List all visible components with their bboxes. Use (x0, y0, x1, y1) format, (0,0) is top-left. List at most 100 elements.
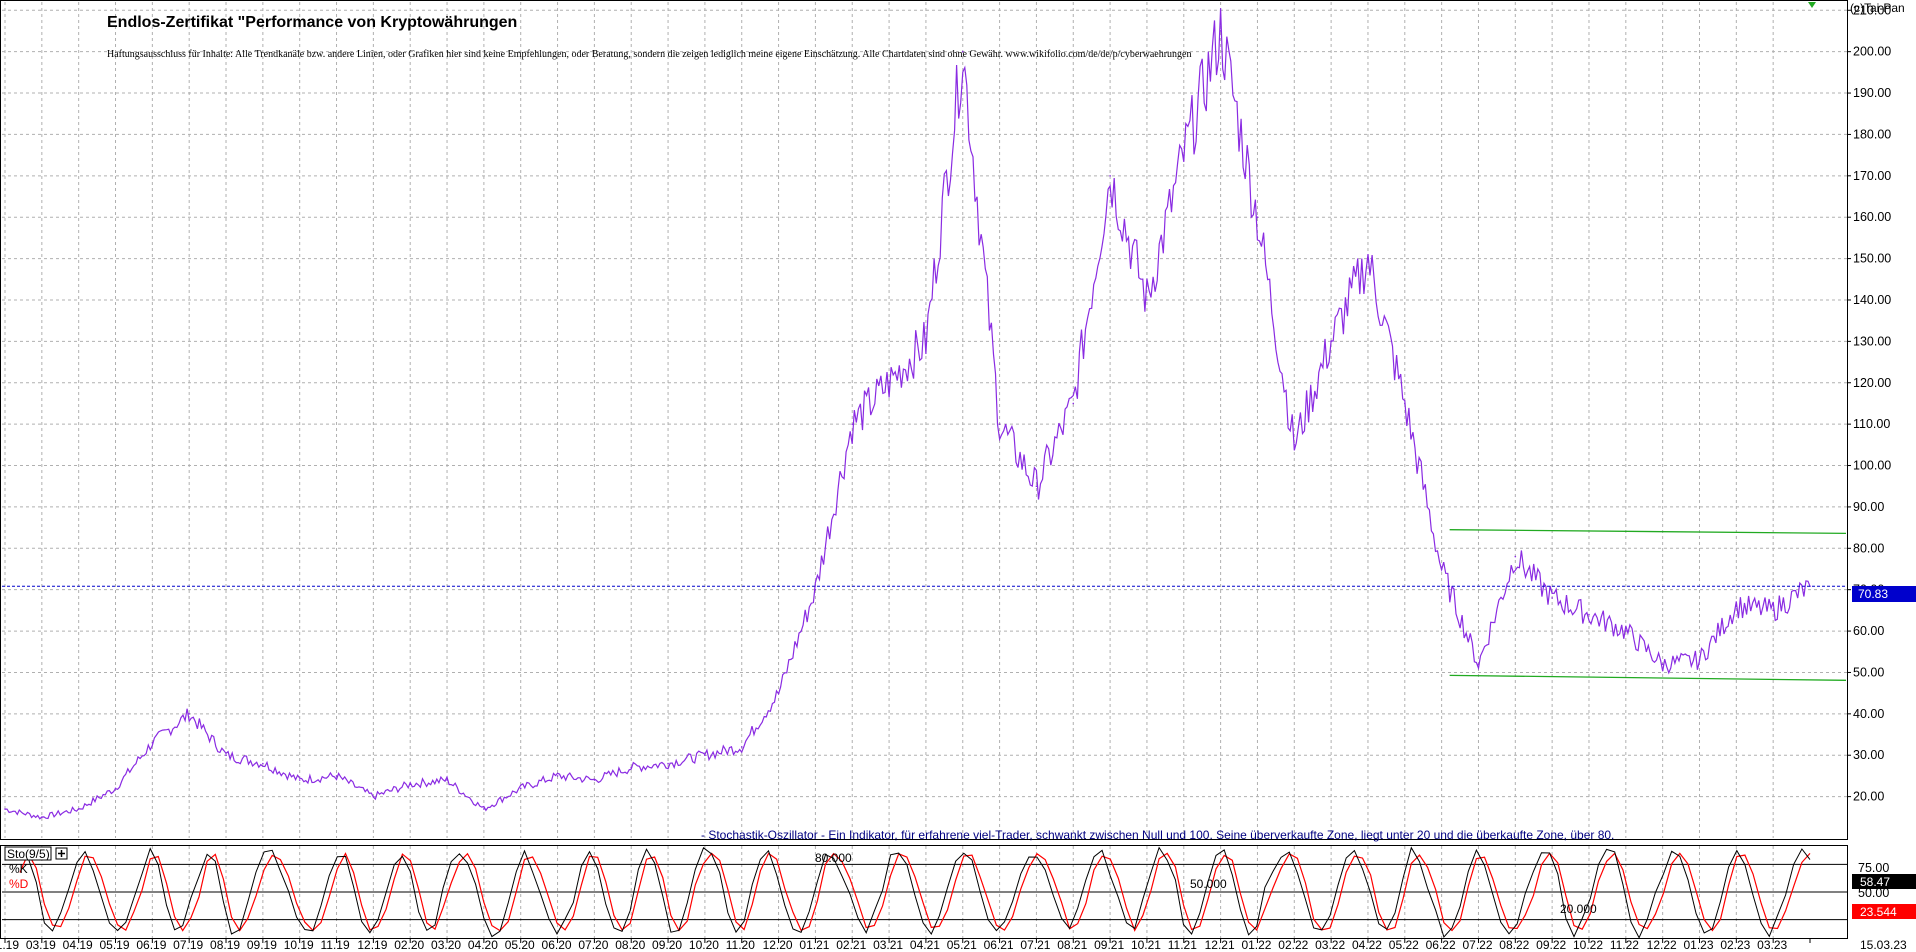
x-tick-label: 03.23 (1757, 938, 1787, 952)
price-point (1698, 659, 1701, 661)
indicator-panel-frame (0, 845, 1848, 939)
k-value-text: 58.47 (1860, 875, 1890, 889)
price-point (298, 779, 301, 781)
grid (2, 2, 1847, 938)
x-tick-label: 06.21 (984, 938, 1014, 952)
price-point (1330, 340, 1332, 343)
x-tick-label: 02.22 (1278, 938, 1308, 952)
x-tick-label: 12.21 (1205, 938, 1235, 952)
price-point (814, 588, 817, 591)
price-point (925, 340, 927, 343)
main-panel-frame (0, 0, 1848, 840)
y-tick-label: 80.00 (1853, 541, 1884, 555)
price-point (1403, 402, 1406, 405)
legend-k: %K (9, 862, 28, 876)
y-tick-label: 120.00 (1853, 376, 1891, 390)
price-point (1256, 216, 1259, 219)
price-point (1735, 605, 1738, 608)
x-tick-label: 06.22 (1426, 938, 1456, 952)
price-point (1072, 402, 1075, 405)
price-point (630, 766, 633, 769)
k-value-badge (1852, 874, 1916, 889)
trend-line (1449, 529, 1847, 535)
price-point (41, 816, 43, 819)
x-tick-label: 08.22 (1499, 938, 1529, 952)
x-tick-label: 11.19 (321, 938, 350, 952)
x-tick-label: 10.22 (1573, 938, 1603, 952)
chart-disclaimer: Haftungsausschluss für Inhalte: Alle Tre… (107, 49, 1192, 60)
x-tick-label: 09.21 (1094, 938, 1124, 952)
price-point (777, 692, 780, 694)
axis-layer: 20.0030.0040.0050.0060.0070.0080.0090.00… (0, 3, 1907, 952)
y-tick-label: 190.00 (1853, 86, 1891, 100)
x-tick-label: 10.20 (689, 938, 719, 952)
top-marker-icon (1808, 2, 1816, 8)
y-tick-label: 90.00 (1853, 500, 1884, 514)
x-tick-label: 04.21 (910, 938, 940, 952)
y-tick-label: 160.00 (1853, 210, 1891, 224)
stochastic-d-line (19, 852, 1811, 932)
chart-title: Endlos-Zertifikat "Performance von Krypt… (107, 14, 517, 31)
x-tick-label: 02.21 (836, 938, 866, 952)
sto-expand-icon[interactable] (55, 847, 68, 860)
x-tick-label: 09.22 (1536, 938, 1566, 952)
price-point (4, 808, 6, 810)
price-point (1219, 30, 1222, 32)
x-tick-label: 05.19 (100, 938, 130, 952)
osc-axis-50: 50.00 (1858, 886, 1889, 900)
price-point (1661, 663, 1664, 665)
x-tick-label: 06.19 (136, 938, 166, 952)
x-tick-label: 06.20 (542, 938, 572, 952)
price-point (372, 795, 375, 798)
price-point (1182, 154, 1185, 156)
x-tick-label: 11.20 (726, 938, 755, 952)
price-point (1146, 299, 1148, 301)
y-tick-label: 110.00 (1853, 417, 1890, 431)
trend-line (1449, 674, 1847, 681)
x-tick-label: 12.20 (763, 938, 793, 952)
x-tick-label: 12.19 (357, 938, 387, 952)
level-20-label: 20.000 (1560, 902, 1597, 916)
x-tick-label: 08.21 (1057, 938, 1087, 952)
price-point (335, 775, 338, 777)
y-tick-label: 200.00 (1853, 45, 1891, 59)
osc-axis-75: 75.00 (1858, 861, 1889, 875)
x-tick-label: 07.19 (173, 938, 203, 952)
level-80-label: 80.000 (815, 851, 852, 865)
price-point (77, 808, 80, 810)
price-layer (2, 8, 1847, 820)
x-tick-label: 05.20 (505, 938, 535, 952)
x-tick-label: 05.21 (947, 938, 977, 952)
x-tick-label: 04.20 (468, 938, 498, 952)
price-point (151, 742, 154, 744)
price-point (667, 762, 669, 765)
price-point (188, 713, 190, 715)
y-tick-label: 100.00 (1853, 459, 1891, 473)
x-tick-label: 10.19 (284, 938, 314, 952)
x-tick-label: 01.23 (1683, 938, 1713, 952)
x-tick-label: 10.21 (1131, 938, 1161, 952)
x-tick-label: 08.20 (615, 938, 645, 952)
price-point (1440, 568, 1443, 570)
d-value-badge (1852, 904, 1916, 919)
last-price-badge (1852, 586, 1916, 602)
x-tick-label: 09.20 (652, 938, 682, 952)
price-point (1551, 597, 1553, 599)
x-tick-label: 01.19 (0, 938, 19, 952)
y-tick-label: 140.00 (1853, 293, 1891, 307)
x-tick-label: 15.03.23 (1860, 938, 1907, 952)
x-tick-label: 04.22 (1352, 938, 1382, 952)
y-tick-label: 210.00 (1853, 3, 1891, 17)
x-tick-label: 11.22 (1610, 938, 1639, 952)
y-tick-label: 50.00 (1853, 665, 1884, 679)
y-tick-label: 150.00 (1853, 252, 1891, 266)
y-tick-label: 60.00 (1853, 624, 1884, 638)
d-value-text: 23.544 (1860, 905, 1897, 919)
price-point (851, 423, 854, 425)
last-price-value: 70.83 (1858, 587, 1888, 601)
price-point (1772, 609, 1774, 612)
price-point (1109, 175, 1111, 177)
y-tick-label: 40.00 (1853, 707, 1884, 721)
sto-legend-label: Sto(9/5) (7, 847, 50, 861)
